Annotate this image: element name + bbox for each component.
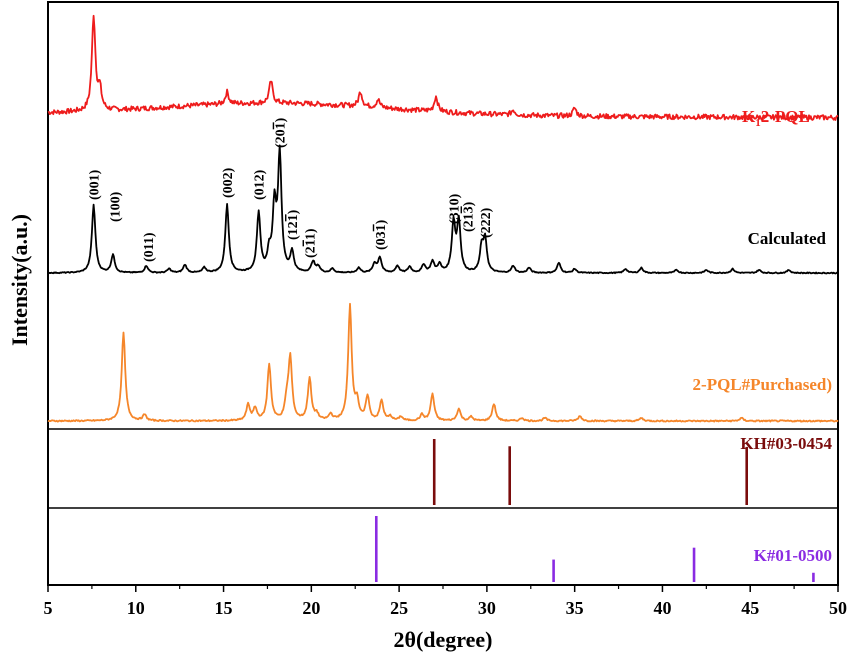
x-tick-label: 30 [478,598,496,618]
hkl-label: (201) [274,117,289,148]
x-tick-label: 10 [127,598,145,618]
series-1 [47,144,839,275]
x-tick-label: 50 [829,598,847,618]
hkl-label: (222) [479,207,494,238]
hkl-label: (100) [109,191,124,222]
hkl-label: (011) [142,232,157,262]
y-axis-title: Intensity(a.u.) [7,214,32,346]
series-line [47,14,839,121]
series-label-k-01-0500: K#01-0500 [754,546,832,565]
hkl-label: (213) [462,201,477,232]
x-axis-title: 2θ(degree) [393,627,492,652]
x-tick-label: 25 [390,598,408,618]
x-axis: 5 10 15 20 25 30 35 40 45 50 [44,585,847,618]
hkl-label: (031) [374,219,389,250]
hkl-annotations: (001) (100) (011) (002) (012) (201) (121)(211)… [88,117,494,262]
hkl-label: (121) [286,209,301,240]
x-tick-label: 5 [44,598,53,618]
x-tick-label: 15 [215,598,233,618]
hkl-label: (001) [88,169,103,200]
series-0 [47,14,839,121]
series-line [47,302,839,423]
series-label-calculated: Calculated [748,229,827,248]
hkl-label: (211) [304,228,319,258]
x-tick-label: 35 [566,598,584,618]
hkl-label: (310) [448,193,463,224]
series-line [47,144,839,275]
plot-frame [47,1,839,586]
series-label-kh-03-0454: KH#03-0454 [740,434,832,453]
hkl-label: (002) [221,167,236,198]
series-label-purchased: 2-PQL#Purchased) [693,375,832,394]
x-tick-label: 20 [302,598,320,618]
series-4 [374,516,815,582]
series-2 [47,302,839,423]
x-tick-label: 45 [741,598,759,618]
hkl-label: (012) [253,169,268,200]
x-tick-label: 40 [653,598,671,618]
series-3 [432,439,749,505]
series-layer [47,14,839,582]
series-label-k12-pql: K12-PQL [742,107,810,129]
